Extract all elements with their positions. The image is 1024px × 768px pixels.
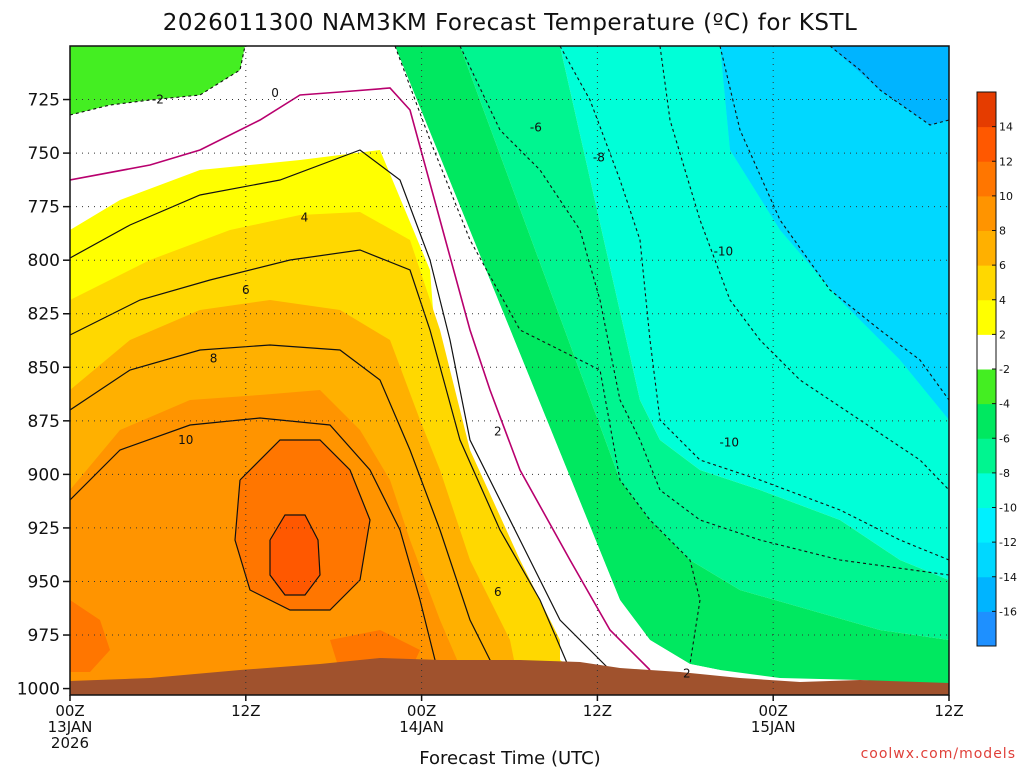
x-tick-label: 13JAN xyxy=(48,718,93,736)
y-tick-label: 775 xyxy=(28,198,60,218)
colorbar-segment xyxy=(977,230,996,266)
isotherm-minus12 xyxy=(719,46,949,401)
y-tick-label: 850 xyxy=(28,358,60,378)
isotherm-0 xyxy=(70,87,651,671)
isotherm-minus6 xyxy=(459,46,949,576)
contour-label: 6 xyxy=(242,283,250,297)
isotherm-minus8 xyxy=(559,46,949,561)
chart-title: 2026011300 NAM3KM Forecast Temperature (… xyxy=(163,10,858,36)
isotherm-4 xyxy=(70,249,571,671)
isotherm-minus14 xyxy=(829,46,949,126)
band-orange-dark-bl xyxy=(70,600,110,672)
gridlines xyxy=(70,46,949,695)
colorbar-segment xyxy=(977,334,996,370)
colorbar-segment xyxy=(977,299,996,335)
band-green xyxy=(395,46,949,685)
isotherm-2 xyxy=(70,149,611,671)
y-axis: 725 750 775 800 825 850 875 900 925 950 975 1000 xyxy=(17,91,70,700)
isotherm-10 xyxy=(234,439,371,611)
band-coldest xyxy=(720,46,949,420)
contour-label: 2 xyxy=(494,425,502,439)
contour-label: 2 xyxy=(683,667,691,681)
credit-text: coolwx.com/models xyxy=(861,746,1016,762)
colorbar-segment xyxy=(977,403,996,439)
plot-area: -2 0 -6 -8 -10 4 6 8 10 2 -10 6 2 xyxy=(70,46,949,695)
isotherm-minus10 xyxy=(659,46,949,491)
colorbar-segment xyxy=(977,195,996,231)
x-tick-label: 12Z xyxy=(583,702,612,720)
colorbar-tick-label: -6 xyxy=(999,432,1010,445)
y-tick-label: 875 xyxy=(28,412,60,432)
colorbar-segment xyxy=(977,438,996,474)
colorbar-tick-label: -14 xyxy=(999,571,1017,584)
band-teal xyxy=(560,46,949,580)
y-tick-label: 1000 xyxy=(17,680,60,700)
x-tick-label: 14JAN xyxy=(399,718,444,736)
colorbar-tick-label: 4 xyxy=(999,294,1006,307)
colorbar: -16 -14 -12 -10 -8 -6 -4 -2 2 4 6 8 10 12 14 xyxy=(976,91,1017,647)
x-tick-label: 00Z xyxy=(759,702,788,720)
contour-label: -2 xyxy=(152,93,164,107)
colorbar-tick-label: -10 xyxy=(999,502,1017,515)
colorbar-tick-label: -4 xyxy=(999,398,1010,411)
x-tick-label: 15JAN xyxy=(751,718,796,736)
x-axis-label: Forecast Time (UTC) xyxy=(419,748,600,768)
x-tick-label: 12Z xyxy=(934,702,963,720)
contour-label: 4 xyxy=(301,210,309,224)
colorbar-segment xyxy=(977,611,996,647)
isotherm-minus4 xyxy=(394,46,701,665)
isotherm-6 xyxy=(70,344,501,681)
x-tick-label: 12Z xyxy=(231,702,260,720)
terrain-surface xyxy=(70,658,949,695)
x-tick-label: 00Z xyxy=(55,702,84,720)
colorbar-tick-label: -16 xyxy=(999,605,1017,618)
y-tick-label: 750 xyxy=(28,144,60,164)
colorbar-segment xyxy=(977,161,996,197)
x-tick-label: 2026 xyxy=(51,734,89,752)
y-tick-label: 900 xyxy=(28,465,60,485)
y-tick-label: 800 xyxy=(28,251,60,271)
colorbar-tick-label: 8 xyxy=(999,225,1006,238)
colorbar-tick-label: 12 xyxy=(999,155,1013,168)
colorbar-segment xyxy=(977,126,996,162)
contour-label: 8 xyxy=(210,352,218,366)
colorbar-segment xyxy=(977,576,996,612)
band-cold-top xyxy=(830,46,949,125)
band-white xyxy=(70,46,720,690)
contour-label: 0 xyxy=(271,86,279,100)
y-tick-label: 950 xyxy=(28,572,60,592)
contour-label: -8 xyxy=(593,150,605,164)
colorbar-segment xyxy=(977,92,996,128)
colorbar-tick-label: 14 xyxy=(999,121,1013,134)
isotherm-8 xyxy=(70,417,441,681)
y-tick-label: 725 xyxy=(28,91,60,111)
contour-label: -6 xyxy=(530,120,542,134)
contour-label: -10 xyxy=(714,245,734,259)
colorbar-tick-label: -2 xyxy=(999,363,1010,376)
colorbar-tick-label: 6 xyxy=(999,259,1006,272)
band-lightgreen-topleft xyxy=(70,46,245,115)
contour-label: 6 xyxy=(494,585,502,599)
colorbar-segment xyxy=(977,472,996,508)
colorbar-tick-label: 10 xyxy=(999,190,1013,203)
contour-label: 10 xyxy=(178,433,193,447)
x-tick-label: 00Z xyxy=(407,702,436,720)
colorbar-segment xyxy=(977,265,996,301)
colorbar-tick-label: -8 xyxy=(999,467,1010,480)
colorbar-tick-label: -12 xyxy=(999,536,1017,549)
band-green-mid xyxy=(460,46,949,640)
y-tick-label: 975 xyxy=(28,626,60,646)
colorbar-segment xyxy=(977,542,996,578)
colorbar-tick-label: 2 xyxy=(999,328,1006,341)
y-tick-label: 825 xyxy=(28,305,60,325)
colorbar-segment xyxy=(977,507,996,543)
colorbar-segment xyxy=(977,369,996,405)
plot-frame xyxy=(69,45,950,696)
y-tick-label: 925 xyxy=(28,519,60,539)
contour-labels: -2 0 -6 -8 -10 4 6 8 10 2 -10 6 2 xyxy=(152,86,739,681)
contour-label: -10 xyxy=(719,435,739,449)
band-red xyxy=(270,515,320,595)
